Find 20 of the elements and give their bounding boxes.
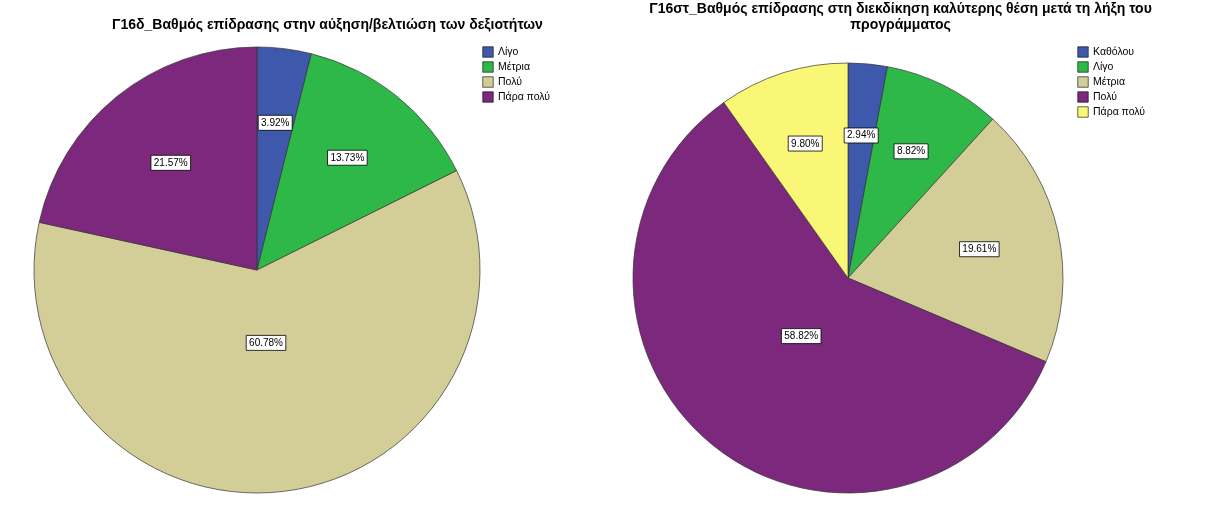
data-label: 58.82%: [784, 330, 819, 342]
legend-label: Πολύ: [498, 75, 523, 87]
data-label: 8.82%: [896, 145, 926, 157]
legend-label: Μέτρια: [1093, 75, 1125, 87]
legend-label: Λίγο: [498, 45, 519, 57]
data-label: 21.57%: [153, 156, 188, 168]
data-label: 13.73%: [330, 151, 365, 163]
data-label: 3.92%: [261, 116, 290, 128]
chart-title: Γ16στ_Βαθμός επίδρασης στη διεκδίκηση καλύτερης θέση μετά τη λήξη του προγράμματος: [649, 0, 1152, 32]
data-label: 2.94%: [847, 129, 876, 141]
legend-label: Πάρα πολύ: [1093, 105, 1146, 117]
legend-label: Μέτρια: [498, 60, 530, 72]
data-label: 60.78%: [249, 336, 284, 348]
data-label: 9.80%: [791, 137, 820, 149]
legend-label: Πολύ: [1093, 90, 1118, 102]
legend-label: Λίγο: [1093, 60, 1114, 72]
legend-label: Πάρα πολύ: [498, 90, 551, 102]
data-label: 19.61%: [962, 243, 997, 255]
chart-title: Γ16δ_Βαθμός επίδρασης στην αύξηση/βελτιώση των δεξιοτήτων: [112, 16, 544, 32]
legend-label: Καθόλου: [1093, 45, 1135, 57]
